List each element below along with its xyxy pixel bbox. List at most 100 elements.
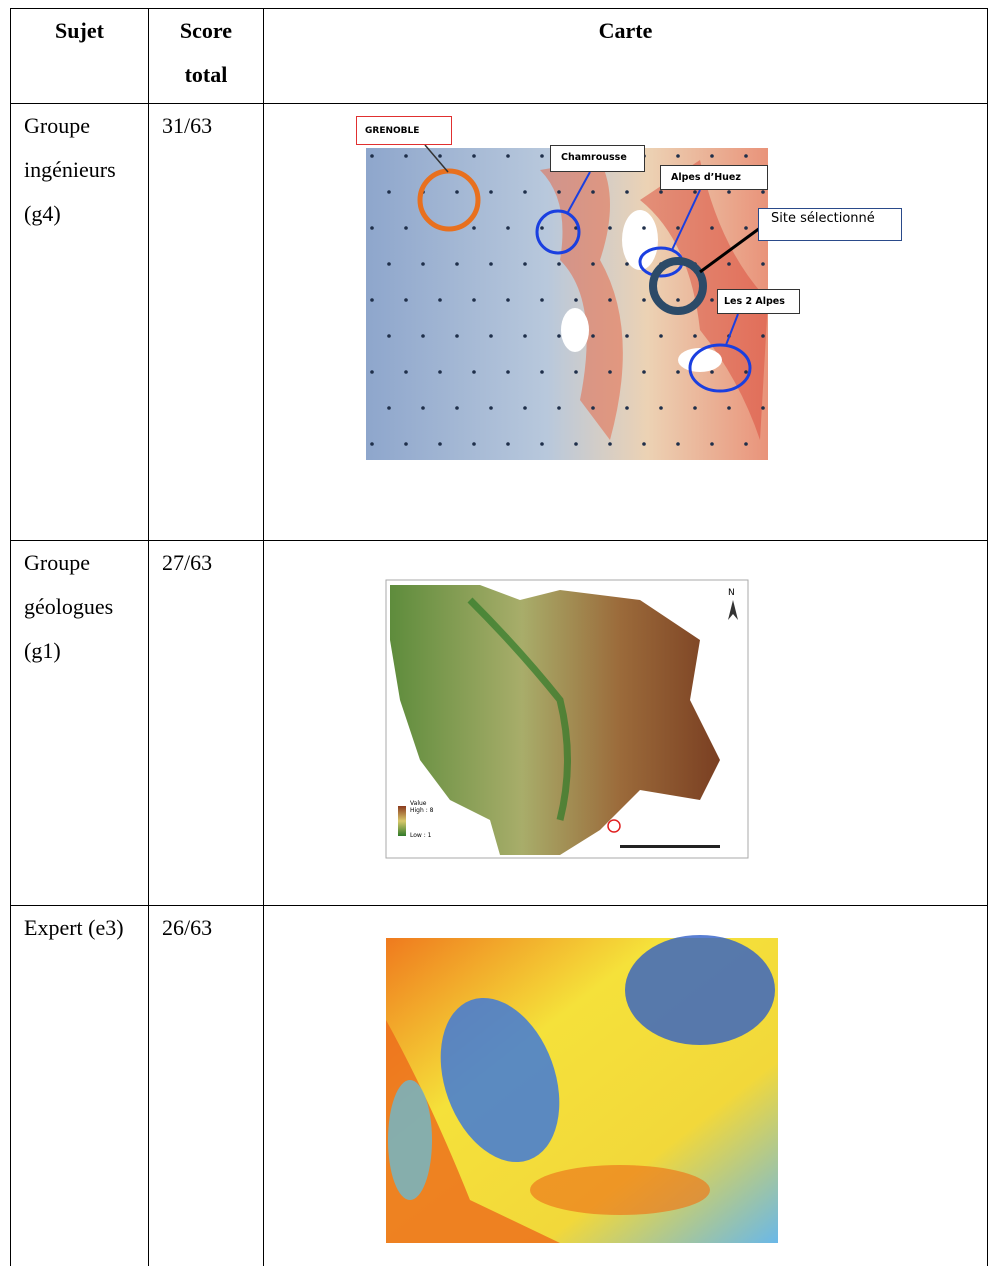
site-dot [472,226,476,230]
relief [386,1020,560,1243]
pointer [725,313,739,346]
site-dot [574,442,578,446]
glacier [622,210,658,270]
site-dot [710,226,714,230]
site-dot [472,154,476,158]
site-dot [761,262,765,266]
subject-cell: Groupe ingénieurs (g4) [10,103,148,540]
site-dot [574,226,578,230]
site-dot [370,442,374,446]
site-dot [370,154,374,158]
highlight [688,343,752,393]
subject-cell: Groupe géologues (g1) [10,540,148,905]
site-dot [455,334,459,338]
relief [440,997,560,1163]
site-dot [472,370,476,374]
site-dot [761,334,765,338]
site-dot [540,442,544,446]
site-dot [642,370,646,374]
pointer [671,189,701,251]
legend-low: Low : 1 [410,832,432,839]
site-dot [727,262,731,266]
site-dot [710,442,714,446]
site-dot [455,190,459,194]
site-dot [693,334,697,338]
site-dot [761,190,765,194]
site-dot [557,190,561,194]
map-label: Les 2 Alpes [717,289,800,314]
map-label: Chamrousse [550,145,645,172]
valley [467,597,571,821]
site-dot [659,190,663,194]
relief [388,1080,432,1200]
legend-bar [398,806,406,836]
site-dot [591,262,595,266]
site-dot [370,226,374,230]
site-dot [387,190,391,194]
score-cell: 27/63 [148,540,263,905]
header-cell: Carte [263,8,988,103]
scale-bar [620,845,720,848]
site-dot [659,334,663,338]
relief [530,1165,710,1215]
map-label: Alpes d’Huez [660,165,768,190]
site-dot [676,298,680,302]
site-dot [557,334,561,338]
site-dot [744,154,748,158]
map-label: Site sélectionné [758,208,902,241]
site-dot [676,442,680,446]
site-dot [744,442,748,446]
site-dot [438,154,442,158]
site-dot [693,190,697,194]
site-dot [676,154,680,158]
site-dot [523,334,527,338]
north-label: N [728,588,735,598]
site-dot [625,190,629,194]
site-dot [761,406,765,410]
site-dot [625,406,629,410]
site-dot [506,442,510,446]
site-dot [370,370,374,374]
map-2 [385,579,749,859]
sites [370,154,765,446]
site-dot [540,370,544,374]
site-dot [438,298,442,302]
site-dot [540,154,544,158]
site-dot [727,406,731,410]
site-dot [710,298,714,302]
site-dot [472,442,476,446]
site-dot [591,190,595,194]
site-dot [489,262,493,266]
site-dot [370,298,374,302]
site-dot [608,370,612,374]
site-dot [438,442,442,446]
pointer [424,144,449,173]
site-dot [506,154,510,158]
site-dot [557,262,561,266]
site-dot [574,298,578,302]
site-dot [710,154,714,158]
site-dot [727,190,731,194]
site-dot [659,406,663,410]
site-dot [642,226,646,230]
glacier [561,308,589,352]
score-cell: 31/63 [148,103,263,540]
highlight [417,168,481,232]
site-dot [506,226,510,230]
site-dot [676,370,680,374]
site-dot [710,370,714,374]
site-dot [506,370,510,374]
site-dot [591,406,595,410]
site-dot [693,406,697,410]
site-dot [744,370,748,374]
map-cell [263,540,988,905]
legend-high: High : 8 [410,807,434,814]
header-cell: Sujet [10,8,148,103]
site [607,819,621,833]
site-dot [574,370,578,374]
site-dot [404,226,408,230]
map-label: GRENOBLE [356,116,452,145]
site-dot [557,406,561,410]
site-dot [523,406,527,410]
